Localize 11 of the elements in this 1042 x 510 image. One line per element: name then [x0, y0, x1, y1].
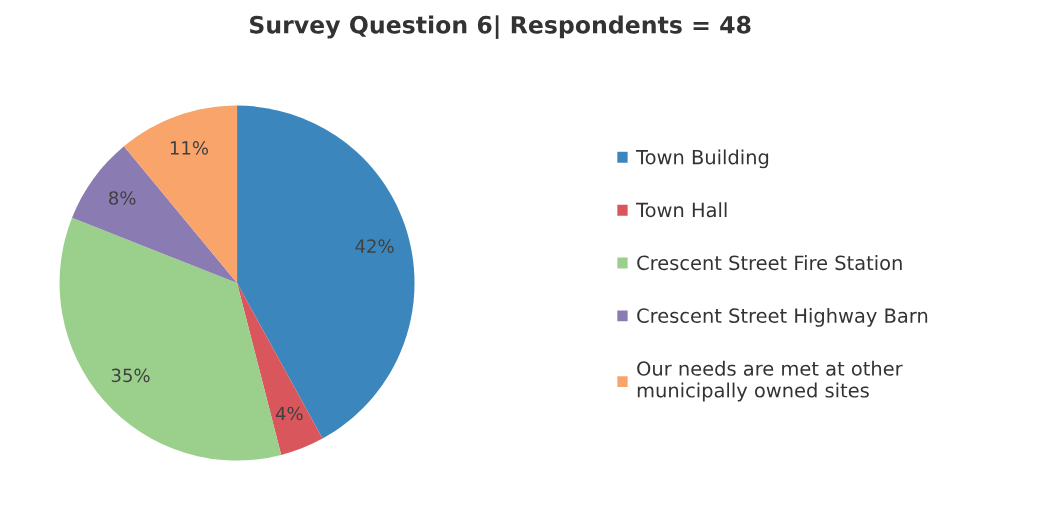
data-label: 8% [109, 191, 136, 205]
data-label: 4% [275, 406, 303, 421]
chart-title: Survey Question 6| Respondents = 48 [250, 15, 751, 39]
legend-label: Crescent Street Highway Barn [637, 307, 928, 327]
legend-label: Crescent Street Fire Station [637, 255, 902, 271]
data-label: 11% [170, 141, 209, 155]
legend-label: Town Hall [636, 202, 727, 218]
legend-label: Town Building [636, 149, 769, 169]
data-label: 35% [111, 368, 150, 383]
data-label: 42% [355, 239, 394, 253]
legend-label: Our needs are met at other municipally owned sites [637, 360, 903, 402]
